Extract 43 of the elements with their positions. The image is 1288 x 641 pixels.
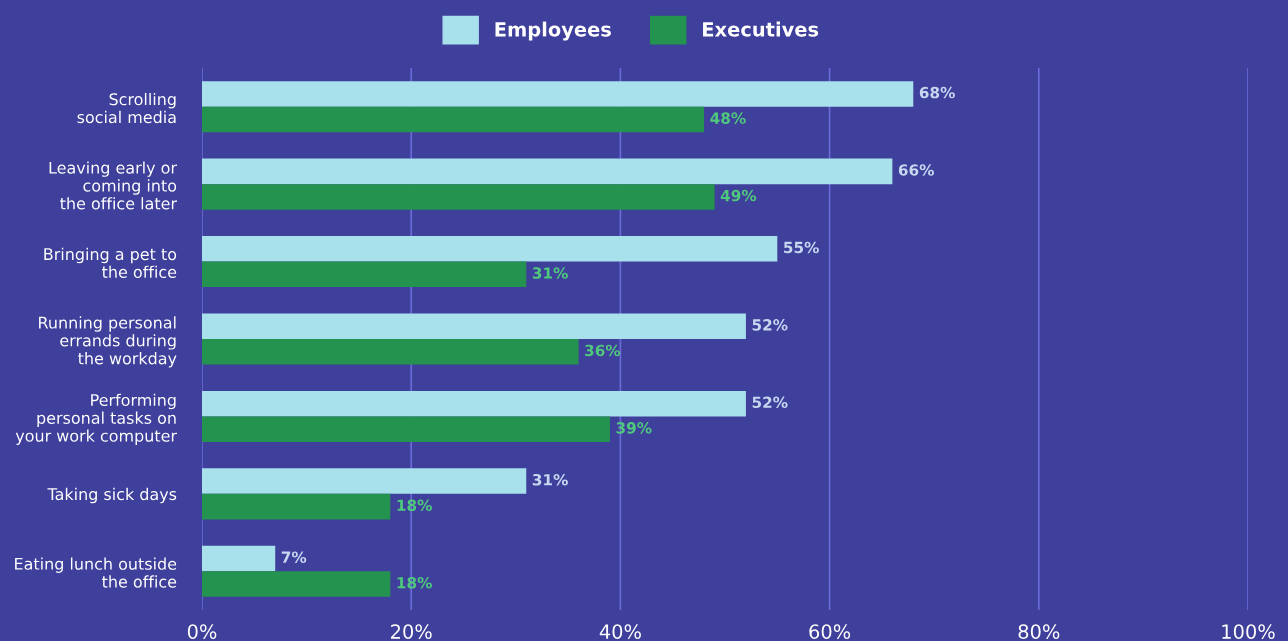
bar [202,313,746,339]
x-tick-label: 80% [1018,624,1060,639]
bar [202,339,579,365]
data-label: 7% [281,551,307,563]
bar [202,81,914,107]
data-label: 31% [532,267,568,279]
x-tick-label: 0% [187,624,217,639]
data-label: 52% [752,396,788,409]
data-label: 52% [752,319,788,331]
x-tick-label: 40% [599,624,641,639]
bar [202,184,715,210]
y-tick-label: Performing personal tasks on your work computer [15,393,177,445]
data-label: 31% [532,473,568,486]
x-tick-label: 100% [1222,624,1275,639]
data-label: 18% [397,499,432,512]
y-tick-label: Bringing a pet to the office [44,247,177,279]
y-tick-label: Running personal errands during the workday [39,316,177,368]
y-tick-label: Taking sick days [47,487,177,504]
bar [202,236,778,262]
x-tick-label: 20% [391,624,432,639]
bar [202,468,527,494]
y-tick-label: Scrolling social media [77,92,176,124]
bar [202,158,893,185]
bar [202,571,391,597]
bar [202,261,527,288]
data-label: 48% [710,112,746,124]
bar [202,390,746,417]
x-tick-label: 60% [809,624,851,639]
legend-label: Executives [703,21,819,37]
data-label: 49% [720,189,757,202]
y-tick-label: Eating lunch outside the office [15,557,177,588]
data-label: 68% [919,86,955,99]
bar [202,416,610,442]
bar [202,545,276,572]
bar [202,493,391,520]
bar [202,106,705,133]
data-label: 39% [616,422,652,434]
data-label: 55% [784,241,819,254]
data-label: 36% [585,344,621,357]
legend-label: Employees [495,21,611,41]
data-label: 66% [898,164,934,176]
data-label: 18% [397,576,432,589]
y-tick-label: Leaving early or coming into the office later [49,161,177,210]
